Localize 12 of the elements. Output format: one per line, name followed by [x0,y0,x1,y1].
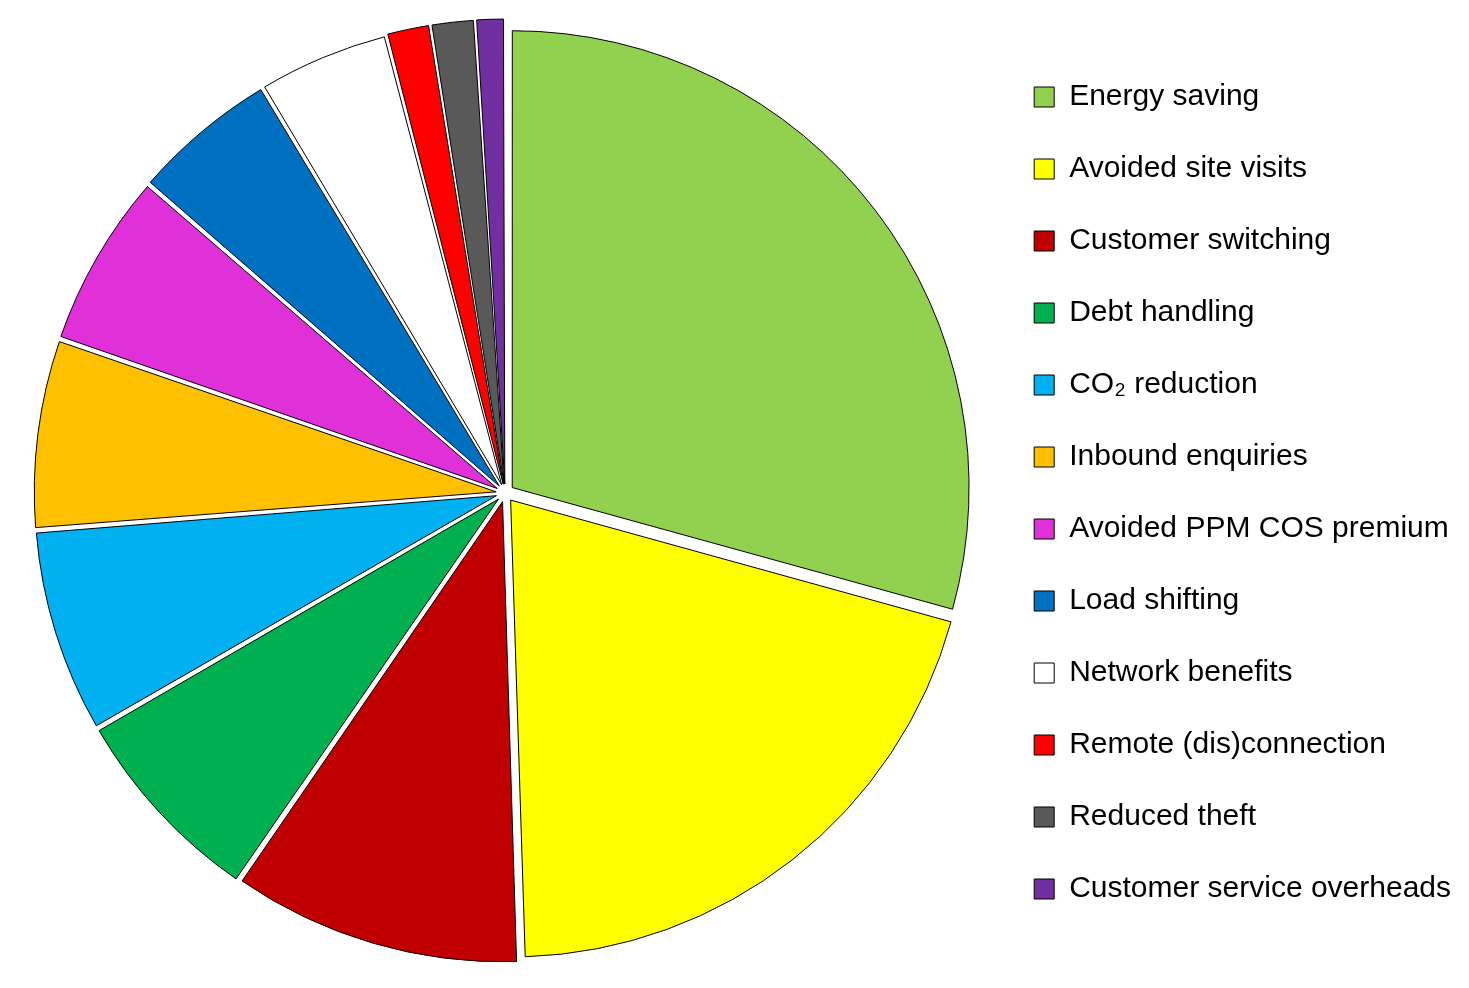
legend-label: Customer switching [1069,222,1331,256]
legend-label: Remote (dis)connection [1069,726,1386,760]
legend-label: Load shifting [1069,582,1240,616]
legend-label: Avoided PPM COS premium [1069,510,1449,544]
legend-label: Avoided site visits [1069,150,1308,184]
legend-label: Debt handling [1069,294,1255,328]
legend-label: Energy saving [1069,78,1260,112]
legend-label: Customer service overheads [1069,870,1451,904]
legend-label: CO₂ reduction [1069,366,1258,400]
legend-label: Reduced theft [1069,798,1257,832]
legend-label: Inbound enquiries [1069,438,1308,472]
legend-label: Network benefits [1069,654,1293,688]
